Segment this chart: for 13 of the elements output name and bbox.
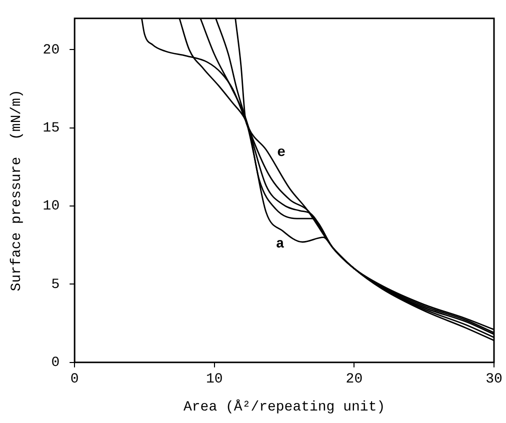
- x-tick-label: 10: [206, 372, 223, 388]
- y-tick-label: 0: [51, 355, 60, 372]
- x-tick-label: 0: [70, 372, 79, 388]
- x-tick-label: 20: [346, 372, 363, 388]
- y-tick-label: 5: [51, 276, 60, 293]
- x-tick-label: 30: [486, 372, 502, 388]
- annotation: a: [276, 236, 285, 252]
- x-axis-title: Area (Å²/repeating unit): [183, 398, 386, 416]
- annotation: e: [277, 145, 286, 162]
- y-tick-label: 15: [42, 120, 60, 137]
- y-tick-label: 10: [42, 198, 60, 215]
- y-tick-label: 20: [42, 42, 60, 58]
- y-axis-title: Surface pressure (mN/m): [9, 90, 26, 292]
